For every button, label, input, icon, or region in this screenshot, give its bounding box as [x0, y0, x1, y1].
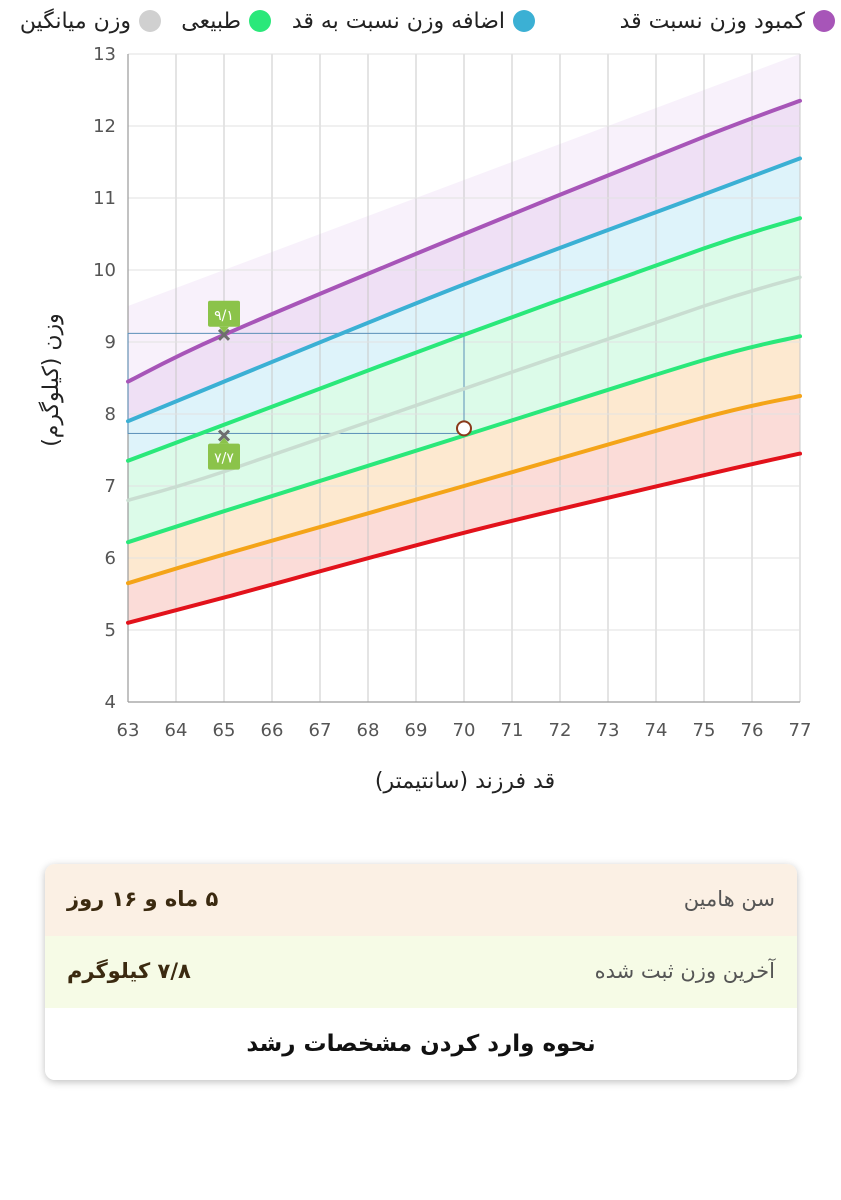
- legend-label-underweight: کمبود وزن نسبت قد: [619, 8, 805, 34]
- marker-badge-pointer: [219, 437, 229, 444]
- x-tick-label: 69: [405, 720, 428, 741]
- age-value: ۵ ماه و ۱۶ روز: [67, 887, 219, 911]
- legend-label-overweight: اضافه وزن نسبت به قد: [291, 8, 505, 34]
- legend-label-average: وزن میانگین: [19, 8, 131, 34]
- marker-badge: [208, 443, 240, 470]
- legend-item-normal[interactable]: طبیعی: [181, 6, 271, 36]
- x-tick-label: 72: [549, 720, 572, 741]
- y-axis-label: وزن (کیلوگرم): [38, 313, 64, 447]
- y-tick-label: 13: [93, 44, 116, 65]
- marker-label: ۹/۱: [214, 308, 234, 324]
- x-tick-label: 77: [789, 720, 812, 741]
- legend-dot-normal: [249, 10, 271, 32]
- x-tick-label: 67: [309, 720, 332, 741]
- legend-dot-average: [139, 10, 161, 32]
- growth-guide-button[interactable]: نحوه وارد کردن مشخصات رشد: [45, 1008, 797, 1080]
- current-point-marker: [456, 420, 472, 437]
- series-line: [126, 216, 802, 463]
- growth-guide-link[interactable]: نحوه وارد کردن مشخصات رشد: [246, 1031, 596, 1057]
- marker-badge: [208, 300, 240, 327]
- series-line: [126, 451, 802, 625]
- series-line: [126, 394, 802, 586]
- marker-x-0: ۹/۱: [208, 300, 240, 341]
- series-line: [126, 156, 802, 424]
- legend-dot-underweight: [813, 10, 835, 32]
- legend-dot-overweight: [513, 10, 535, 32]
- y-tick-label: 5: [105, 620, 116, 641]
- x-tick-label: 64: [165, 720, 188, 741]
- chart-markers: ۹/۱ ۷/۷: [208, 300, 472, 470]
- x-axis-label: قد فرزند (سانتیمتر): [375, 769, 555, 794]
- y-tick-label: 8: [105, 404, 116, 425]
- x-tick-label: 74: [645, 720, 668, 741]
- summary-card: سن هامین ۵ ماه و ۱۶ روز آخرین وزن ثبت شد…: [45, 864, 797, 1080]
- x-tick-label: 73: [597, 720, 620, 741]
- y-tick-label: 12: [93, 116, 116, 137]
- marker-cross-b: [217, 429, 231, 442]
- chart-legend: کمبود وزن نسبت قد اضافه وزن نسبت به قد ط…: [0, 0, 841, 44]
- legend-item-overweight[interactable]: اضافه وزن نسبت به قد: [292, 6, 535, 36]
- marker-x-1: ۷/۷: [208, 429, 240, 470]
- series-line: [126, 275, 802, 503]
- y-tick-label: 11: [93, 188, 116, 209]
- series-line: [126, 98, 802, 384]
- y-tick-label: 4: [105, 692, 116, 713]
- x-tick-label: 65: [213, 720, 236, 741]
- legend-label-normal: طبیعی: [181, 8, 241, 34]
- legend-item-average[interactable]: وزن میانگین: [20, 6, 161, 36]
- x-tick-label: 76: [741, 720, 764, 741]
- last-weight-value: ۷/۸ کیلوگرم: [67, 959, 191, 983]
- marker-cross-b: [217, 328, 231, 341]
- x-tick-label: 63: [117, 720, 140, 741]
- y-tick-label: 7: [105, 476, 116, 497]
- y-tick-label: 9: [105, 332, 116, 353]
- x-tick-label: 66: [261, 720, 284, 741]
- x-tick-label: 71: [501, 720, 524, 741]
- tick-labels: 63 64 65 66 67 68 69 70 71 72 73 74 75 76 774567891011…: [93, 44, 811, 741]
- marker-label: ۷/۷: [214, 451, 234, 467]
- growth-chart: 63 64 65 66 67 68 69 70 71 72 73 74 75 76 774567891011…: [38, 44, 811, 794]
- x-tick-label: 70: [453, 720, 476, 741]
- marker-badge-pointer: [219, 326, 229, 333]
- y-tick-label: 10: [93, 260, 116, 281]
- legend-item-underweight[interactable]: کمبود وزن نسبت قد: [620, 6, 835, 36]
- age-label: سن هامین: [683, 887, 775, 911]
- x-tick-label: 68: [357, 720, 380, 741]
- x-tick-label: 75: [693, 720, 716, 741]
- age-row: سن هامین ۵ ماه و ۱۶ روز: [45, 864, 797, 938]
- last-weight-label: آخرین وزن ثبت شده: [594, 959, 775, 983]
- last-weight-row: آخرین وزن ثبت شده ۷/۸ کیلوگرم: [45, 936, 797, 1010]
- y-tick-label: 6: [105, 548, 116, 569]
